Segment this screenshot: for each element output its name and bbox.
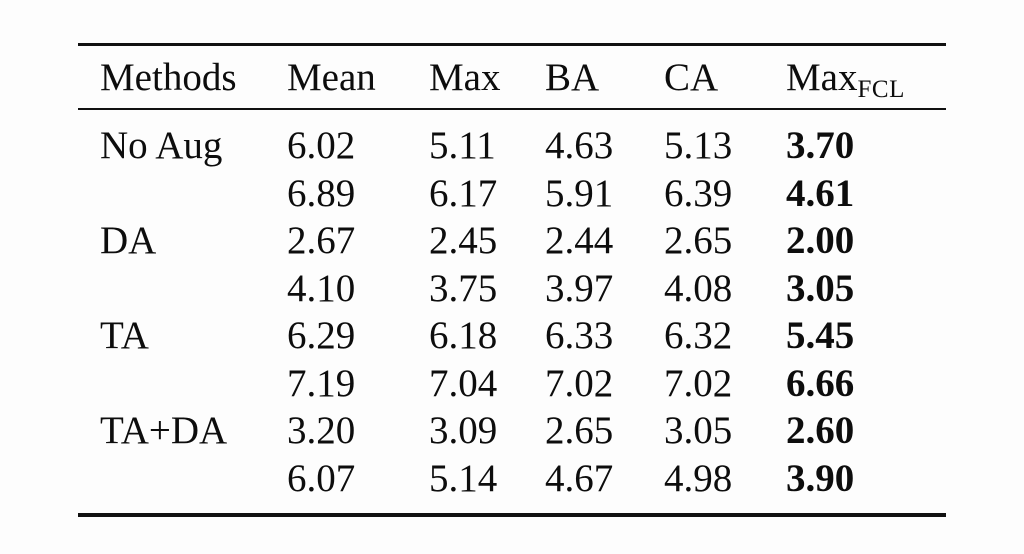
column-header-maxfcl: MaxFCL — [786, 44, 946, 110]
maxfcl-cell: 2.00 — [786, 219, 855, 263]
maxfcl-cell: 3.05 — [786, 266, 855, 310]
table-row: TA 6.29 6.18 6.33 6.32 5.45 — [78, 312, 946, 360]
method-cell: DA — [100, 219, 157, 263]
column-header-ca: CA — [664, 44, 786, 110]
max-cell: 2.45 — [429, 219, 498, 263]
mean-cell: 6.07 — [287, 456, 356, 500]
method-cell — [78, 170, 287, 218]
table-row: 6.89 6.17 5.91 6.39 4.61 — [78, 170, 946, 218]
method-cell: No Aug — [100, 124, 223, 168]
mean-cell: 6.89 — [287, 171, 356, 215]
ca-cell: 2.65 — [664, 219, 733, 263]
table-row: DA 2.67 2.45 2.44 2.65 2.00 — [78, 217, 946, 265]
column-header-mean: Mean — [287, 44, 429, 110]
maxfcl-base-label: Max — [786, 55, 858, 99]
max-cell: 7.04 — [429, 361, 498, 405]
mean-cell: 3.20 — [287, 409, 356, 453]
ca-cell: 5.13 — [664, 124, 733, 168]
ca-cell: 7.02 — [664, 361, 733, 405]
table-row: 7.19 7.04 7.02 7.02 6.66 — [78, 360, 946, 408]
ba-cell: 6.33 — [545, 314, 614, 358]
maxfcl-cell: 4.61 — [786, 171, 855, 215]
ca-cell: 6.32 — [664, 314, 733, 358]
ba-cell: 7.02 — [545, 361, 614, 405]
ca-cell: 4.98 — [664, 456, 733, 500]
column-header-methods: Methods — [78, 44, 287, 110]
mean-cell: 7.19 — [287, 361, 356, 405]
mean-cell: 6.02 — [287, 124, 356, 168]
max-cell: 5.11 — [429, 124, 496, 168]
ba-cell: 4.67 — [545, 456, 614, 500]
ca-cell: 4.08 — [664, 266, 733, 310]
table-header-row: Methods Mean Max BA CA MaxFCL — [78, 44, 946, 110]
column-header-max: Max — [429, 44, 545, 110]
maxfcl-cell: 5.45 — [786, 314, 855, 358]
method-cell: TA+DA — [100, 409, 228, 453]
table-row: TA+DA 3.20 3.09 2.65 3.05 2.60 — [78, 407, 946, 455]
table-row: 4.10 3.75 3.97 4.08 3.05 — [78, 265, 946, 313]
mean-cell: 2.67 — [287, 219, 356, 263]
table-row: No Aug 6.02 5.11 4.63 5.13 3.70 — [78, 109, 946, 170]
ca-cell: 3.05 — [664, 409, 733, 453]
max-cell: 3.75 — [429, 266, 498, 310]
ba-cell: 5.91 — [545, 171, 614, 215]
maxfcl-cell: 3.90 — [786, 456, 855, 500]
method-cell — [78, 360, 287, 408]
mean-cell: 4.10 — [287, 266, 356, 310]
max-cell: 5.14 — [429, 456, 498, 500]
maxfcl-cell: 2.60 — [786, 409, 855, 453]
max-cell: 6.17 — [429, 171, 498, 215]
column-header-ba: BA — [545, 44, 664, 110]
maxfcl-subscript-label: FCL — [857, 75, 905, 103]
max-cell: 3.09 — [429, 409, 498, 453]
ba-cell: 2.65 — [545, 409, 614, 453]
mean-cell: 6.29 — [287, 314, 356, 358]
ba-cell: 2.44 — [545, 219, 614, 263]
method-cell: TA — [100, 314, 149, 358]
ca-cell: 6.39 — [664, 171, 733, 215]
maxfcl-cell: 3.70 — [786, 124, 855, 168]
method-cell — [78, 455, 287, 516]
ba-cell: 4.63 — [545, 124, 614, 168]
table-row: 6.07 5.14 4.67 4.98 3.90 — [78, 455, 946, 516]
methods-comparison-table: Methods Mean Max BA CA MaxFCL No Aug 6.0… — [78, 43, 946, 517]
max-cell: 6.18 — [429, 314, 498, 358]
ba-cell: 3.97 — [545, 266, 614, 310]
method-cell — [78, 265, 287, 313]
maxfcl-cell: 6.66 — [786, 361, 855, 405]
